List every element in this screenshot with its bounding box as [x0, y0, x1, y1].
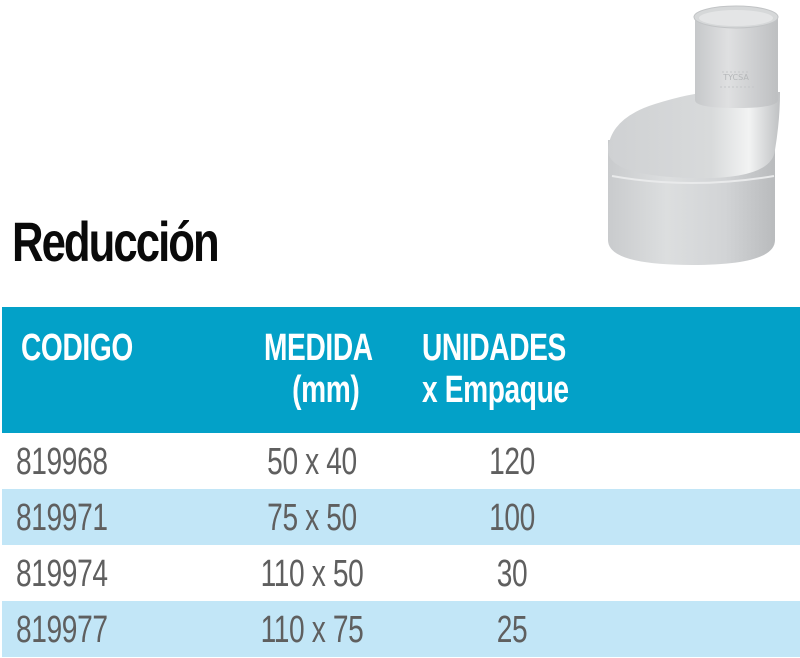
cell-unidades: 25 — [496, 609, 528, 651]
header-codigo: CODIGO — [21, 327, 133, 369]
table-row: 819971 75 x 50 100 — [2, 489, 800, 545]
header-unidades-label: UNIDADES — [422, 327, 566, 369]
product-image: TYCSA — [600, 0, 800, 280]
header-unidades-sub: x Empaque — [422, 369, 569, 411]
header-medida-unit: (mm) — [292, 369, 360, 411]
product-table: CODIGO MEDIDA (mm) UNIDADES x Empaque 81… — [2, 307, 800, 657]
table-header: CODIGO MEDIDA (mm) UNIDADES x Empaque — [2, 307, 800, 433]
table-row: 819974 110 x 50 30 — [2, 545, 800, 601]
header-unidades: UNIDADES x Empaque — [422, 327, 569, 411]
cell-unidades: 30 — [496, 553, 528, 595]
cell-medida: 110 x 50 — [260, 553, 364, 595]
pvc-reducer-icon: TYCSA — [608, 5, 780, 265]
cell-codigo: 819971 — [16, 497, 108, 539]
header-medida-label: MEDIDA — [264, 327, 373, 369]
cell-medida: 75 x 50 — [267, 497, 357, 539]
header-medida: MEDIDA (mm) — [264, 327, 373, 411]
page-title: Reducción — [12, 210, 220, 273]
cell-codigo: 819974 — [16, 553, 108, 595]
cell-medida: 50 x 40 — [267, 441, 357, 483]
table-row: 819968 50 x 40 120 — [2, 433, 800, 489]
cell-codigo: 819968 — [16, 441, 108, 483]
cell-medida: 110 x 75 — [260, 609, 364, 651]
table-row: 819977 110 x 75 25 — [2, 601, 800, 657]
cell-unidades: 100 — [489, 497, 535, 539]
brand-emboss: TYCSA — [722, 73, 749, 82]
header-codigo-label: CODIGO — [21, 327, 133, 369]
cell-codigo: 819977 — [16, 609, 108, 651]
cell-unidades: 120 — [489, 441, 535, 483]
